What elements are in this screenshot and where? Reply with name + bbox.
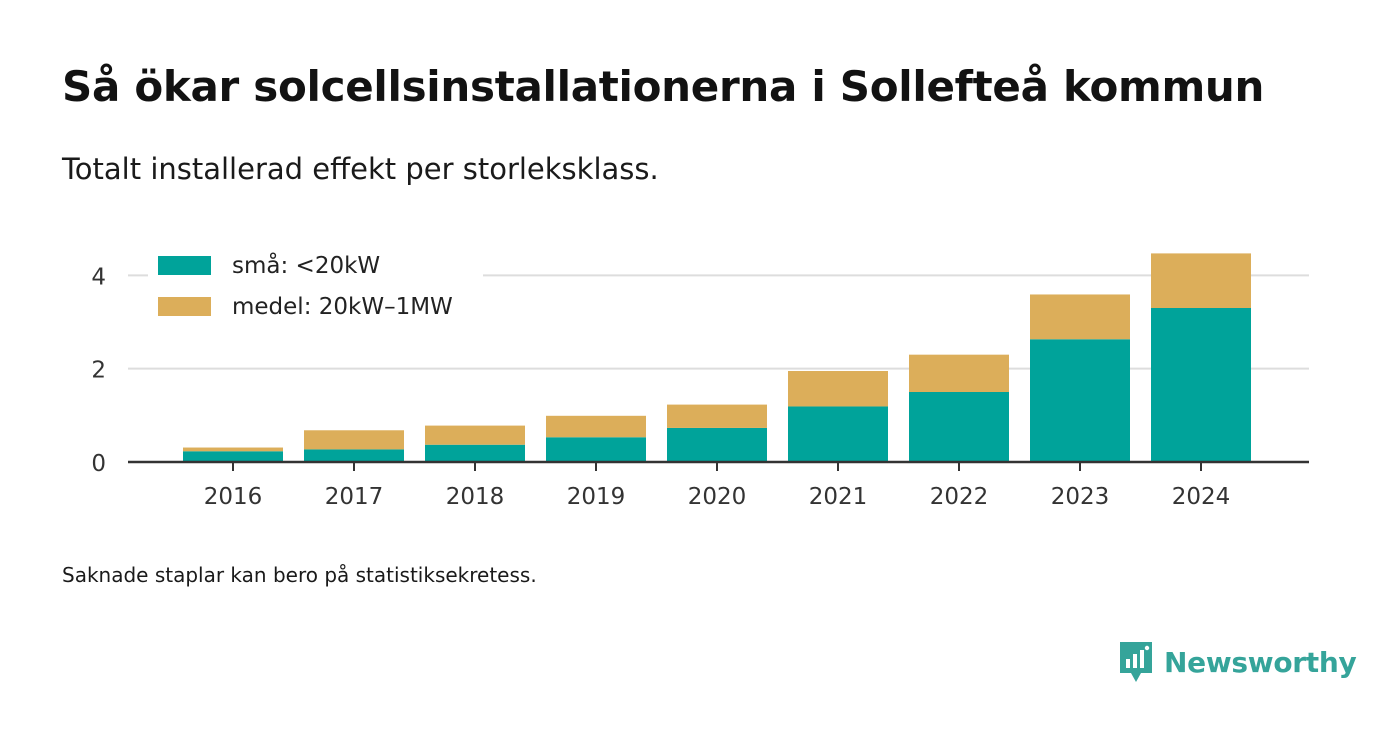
legend-swatch xyxy=(158,297,211,316)
y-tick-label: 0 xyxy=(91,451,106,477)
bar-medel-2016 xyxy=(183,447,283,452)
bar-sma-2019 xyxy=(546,437,646,462)
bar-sma-2018 xyxy=(425,444,525,462)
y-axis-ticks: 0 2 4 xyxy=(91,264,106,477)
x-tick-label: 2017 xyxy=(325,484,384,510)
bar-medel-2017 xyxy=(304,430,404,450)
legend-label: små: <20kW xyxy=(232,251,380,279)
x-tick-label: 2018 xyxy=(446,484,505,510)
x-tick-label: 2016 xyxy=(204,484,263,510)
bar-sma-2017 xyxy=(304,449,404,462)
bar-medel-2018 xyxy=(425,425,525,445)
bar-medel-2023 xyxy=(1030,294,1130,340)
x-tick-label: 2023 xyxy=(1051,484,1110,510)
y-tick-label: 4 xyxy=(91,264,106,290)
brand-logo: Newsworthy xyxy=(1118,640,1357,684)
chart-subtitle: Totalt installerad effekt per storlekskl… xyxy=(62,152,659,186)
legend-swatch xyxy=(158,256,211,275)
bars xyxy=(183,253,1251,462)
bar-sma-2021 xyxy=(788,406,888,462)
x-axis-ticks: 2016 2017 2018 2019 2020 2021 2022 2023 2024 xyxy=(204,462,1231,510)
bar-sma-2022 xyxy=(909,392,1009,462)
bar-medel-2021 xyxy=(788,371,888,407)
newsworthy-logo-icon xyxy=(1120,642,1152,682)
bar-sma-2020 xyxy=(667,427,767,462)
y-tick-label: 2 xyxy=(91,358,106,384)
bar-sma-2016 xyxy=(183,451,283,462)
x-tick-label: 2024 xyxy=(1172,484,1231,510)
bar-medel-2020 xyxy=(667,404,767,428)
bar-medel-2019 xyxy=(546,415,646,438)
bar-sma-2024 xyxy=(1151,308,1251,462)
bar-sma-2023 xyxy=(1030,339,1130,462)
footnote: Saknade staplar kan bero på statistiksek… xyxy=(62,563,537,587)
bar-medel-2024 xyxy=(1151,253,1251,308)
chart-title: Så ökar solcellsinstallationerna i Solle… xyxy=(62,62,1265,111)
x-tick-label: 2019 xyxy=(567,484,626,510)
bar-medel-2022 xyxy=(909,354,1009,392)
x-tick-label: 2021 xyxy=(809,484,868,510)
legend-label: medel: 20kW–1MW xyxy=(232,294,453,320)
x-tick-label: 2022 xyxy=(930,484,989,510)
brand-name: Newsworthy xyxy=(1164,645,1357,679)
x-tick-label: 2020 xyxy=(688,484,747,510)
legend: små: <20kW medel: 20kW–1MW xyxy=(148,246,483,324)
stacked-bar-chart: 2016 2017 2018 2019 2020 2021 2022 2023 2024 0 2 4… xyxy=(91,246,1309,510)
